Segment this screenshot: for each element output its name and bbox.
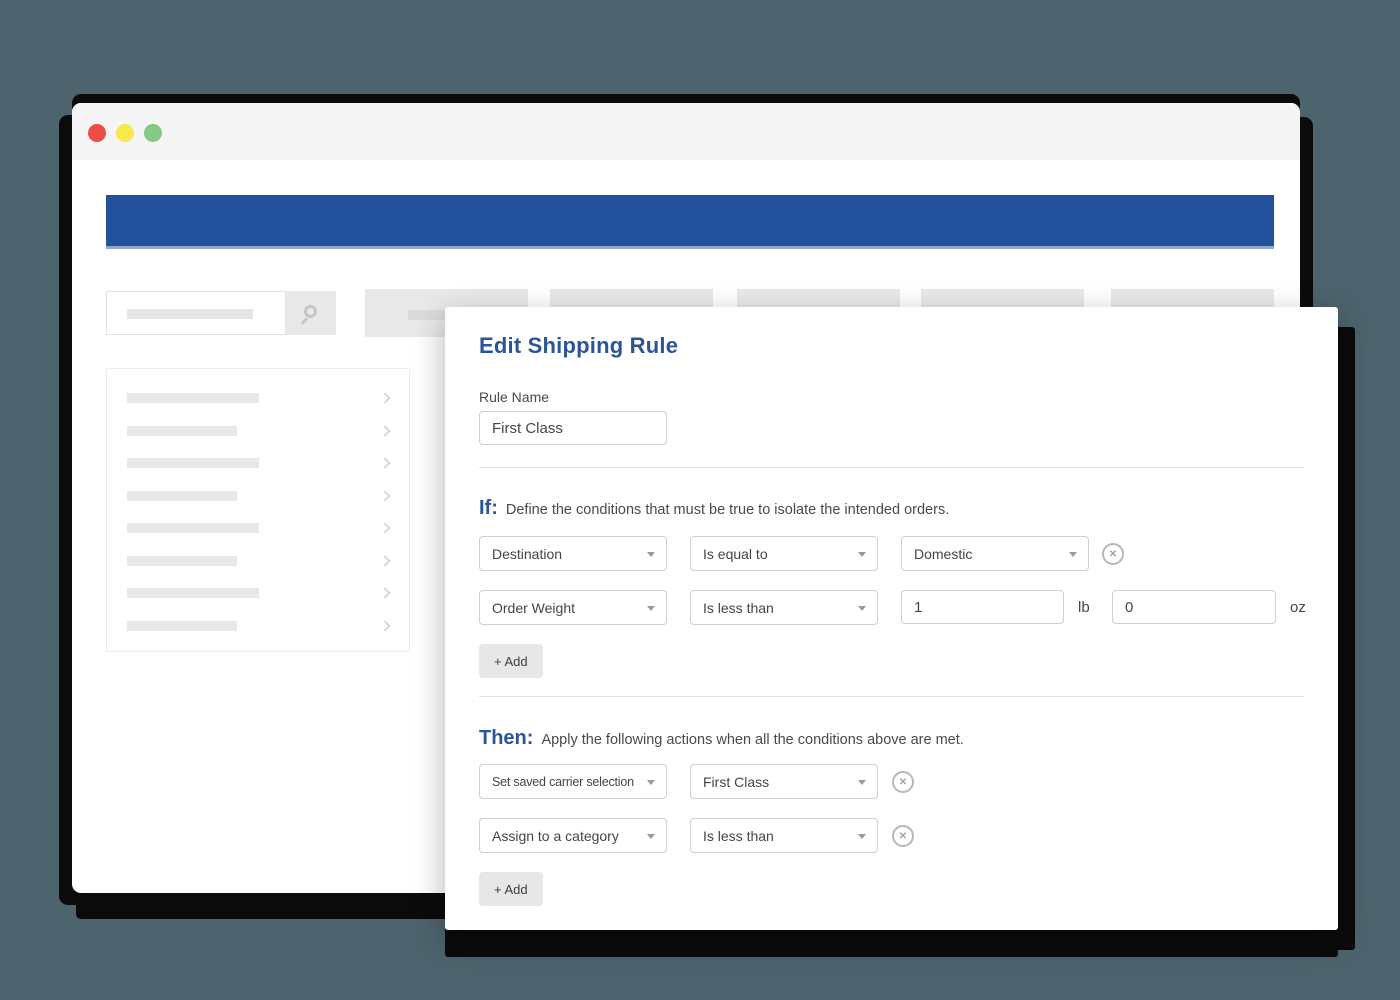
section-divider [479, 696, 1304, 697]
then-value-select[interactable]: First Class [690, 764, 878, 799]
if-operator-select[interactable]: Is equal to [690, 536, 878, 571]
menu-item-bar [127, 393, 259, 404]
menu-item-bar [127, 490, 237, 501]
chevron-down-icon [647, 552, 655, 557]
section-divider [479, 467, 1304, 468]
if-section-heading: If: Define the conditions that must be t… [479, 497, 949, 520]
edit-shipping-rule-modal: Edit Shipping Rule Rule Name If: Define … [445, 307, 1338, 930]
chevron-right-icon [379, 457, 391, 469]
modal-title: Edit Shipping Rule [479, 333, 679, 358]
chevron-down-icon [1069, 552, 1077, 557]
remove-action-button[interactable] [892, 825, 914, 847]
if-value-select[interactable]: Domestic [901, 536, 1089, 571]
add-condition-button[interactable]: + Add [479, 644, 543, 678]
menu-item-bar [127, 555, 237, 566]
sidebar-item[interactable] [107, 447, 409, 480]
weight-field-select[interactable]: Order Weight [479, 590, 667, 625]
weight-oz-input[interactable] [1112, 590, 1276, 624]
then-heading-description: Apply the following actions when all the… [541, 732, 964, 748]
weight-lb-input[interactable] [901, 590, 1064, 624]
search-button[interactable] [286, 291, 336, 335]
sidebar-item[interactable] [107, 577, 409, 610]
if-heading-description: Define the conditions that must be true … [505, 502, 950, 518]
chevron-down-icon [858, 552, 866, 557]
sidebar-item[interactable] [107, 610, 409, 643]
zoom-button[interactable] [144, 124, 162, 142]
search-icon [303, 304, 317, 318]
header-banner [106, 195, 1274, 249]
window-titlebar [72, 103, 1300, 160]
search-input[interactable] [106, 291, 286, 335]
tab-placeholder-bar [408, 310, 478, 320]
then-section-heading: Then: Apply the following actions when a… [479, 727, 964, 750]
remove-condition-button[interactable] [1102, 543, 1124, 565]
chevron-right-icon [379, 392, 391, 404]
weight-operator-select[interactable]: Is less than [690, 590, 878, 625]
chevron-down-icon [647, 780, 655, 785]
oz-unit-label: oz [1290, 599, 1306, 616]
then-action-select[interactable]: Set saved carrier selection [479, 764, 667, 799]
if-field-select[interactable]: Destination [479, 536, 667, 571]
sidebar-item[interactable] [107, 545, 409, 578]
menu-item-bar [127, 588, 259, 599]
sidebar-item[interactable] [107, 480, 409, 513]
chevron-down-icon [647, 834, 655, 839]
sidebar-item[interactable] [107, 415, 409, 448]
chevron-down-icon [858, 834, 866, 839]
chevron-right-icon [379, 490, 391, 502]
rule-name-label: Rule Name [479, 389, 550, 405]
then-heading-label: Then: [479, 727, 534, 749]
minimize-button[interactable] [116, 124, 134, 142]
chevron-down-icon [858, 780, 866, 785]
menu-item-bar [127, 458, 259, 469]
sidebar-item[interactable] [107, 382, 409, 415]
chevron-right-icon [379, 555, 391, 567]
search-placeholder-bar [127, 309, 253, 319]
lb-unit-label: lb [1078, 599, 1090, 616]
chevron-right-icon [379, 587, 391, 599]
sidebar-item[interactable] [107, 512, 409, 545]
menu-item-bar [127, 425, 237, 436]
chevron-down-icon [647, 606, 655, 611]
then-action-select-2[interactable]: Assign to a category [479, 818, 667, 853]
menu-item-bar [127, 620, 237, 631]
rule-name-input[interactable] [479, 411, 667, 445]
chevron-right-icon [379, 425, 391, 437]
close-button[interactable] [88, 124, 106, 142]
menu-item-bar [127, 523, 259, 534]
sidebar-menu [106, 368, 410, 652]
chevron-right-icon [379, 620, 391, 632]
add-action-button[interactable]: + Add [479, 872, 543, 906]
then-value-select-2[interactable]: Is less than [690, 818, 878, 853]
chevron-right-icon [379, 522, 391, 534]
if-heading-label: If: [479, 497, 498, 519]
chevron-down-icon [858, 606, 866, 611]
remove-action-button[interactable] [892, 771, 914, 793]
